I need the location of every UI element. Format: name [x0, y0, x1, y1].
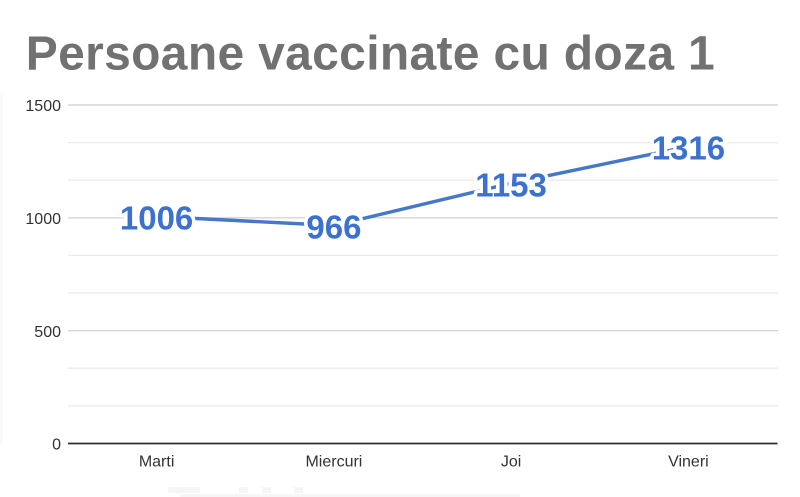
- svg-text:Persoane vaccinate cu doza 1: Persoane vaccinate cu doza 1: [26, 28, 715, 81]
- svg-text:Miercuri: Miercuri: [305, 454, 362, 471]
- svg-text:Vineri: Vineri: [668, 454, 709, 471]
- svg-text:1316: 1316: [652, 130, 725, 167]
- svg-text:Joi: Joi: [501, 454, 521, 471]
- svg-text:1006: 1006: [120, 200, 193, 237]
- svg-text:500: 500: [34, 324, 61, 341]
- svg-text:1500: 1500: [25, 98, 61, 115]
- svg-text:Marti: Marti: [139, 454, 175, 471]
- svg-text:966: 966: [306, 209, 361, 246]
- svg-text:0: 0: [52, 437, 61, 454]
- svg-text:1153: 1153: [475, 166, 547, 203]
- svg-text:1000: 1000: [25, 211, 61, 228]
